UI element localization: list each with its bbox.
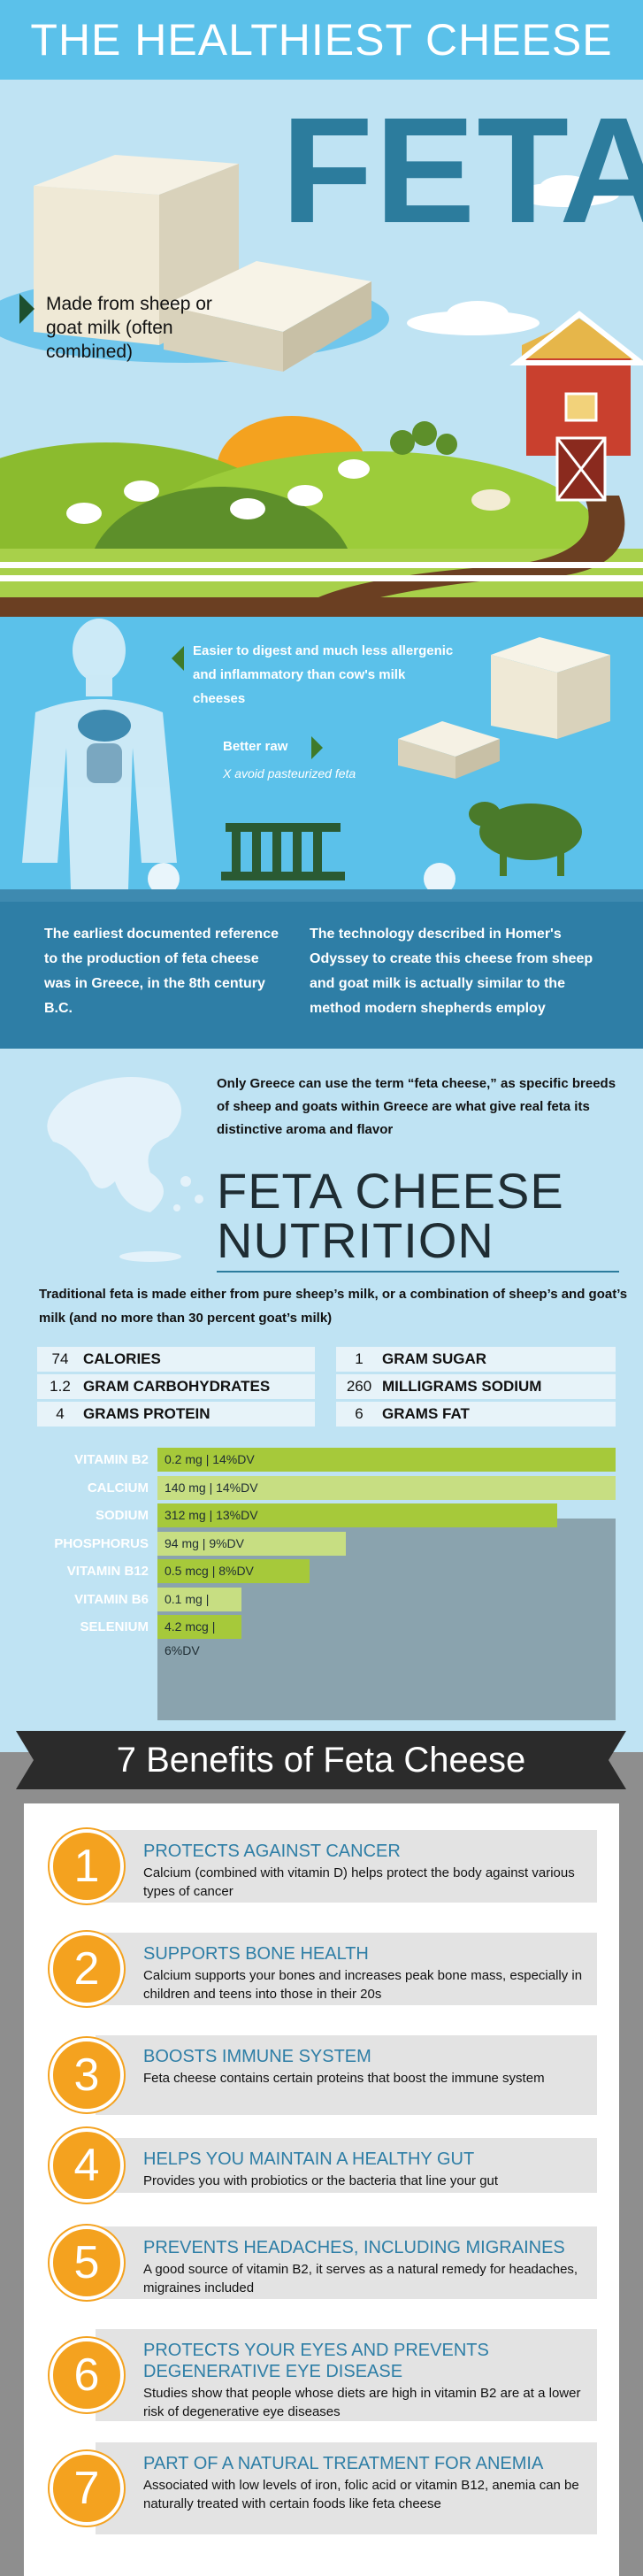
benefit-description: A good source of vitamin B2, it serves a… — [143, 2262, 578, 2295]
benefit-title: BOOSTS IMMUNE SYSTEM — [143, 2047, 371, 2066]
nutrition-fact: 1.2 GRAM CARBOHYDRATES — [37, 1374, 315, 1399]
avoid-pasteurized-text: X avoid pasteurized feta — [223, 766, 356, 780]
feta-heading: FETA — [281, 87, 643, 255]
banner-ribbon — [16, 1731, 626, 1789]
benefit-number-badge: 4 — [50, 2128, 124, 2203]
vitamin-label: VITAMIN B2 — [74, 1452, 149, 1467]
human-body-icon — [22, 619, 177, 889]
benefit-card — [96, 2442, 597, 2534]
vitamin-label: PHOSPHORUS — [54, 1535, 149, 1551]
benefit-title: HELPS YOU MAINTAIN A HEALTHY GUT — [143, 2149, 475, 2169]
benefit-description: Studies show that people whose diets are… — [143, 2386, 581, 2419]
arrow-right-icon — [311, 736, 323, 759]
cheese-block-icon — [398, 721, 500, 757]
benefit-card — [96, 2138, 597, 2193]
fact-value: 1.2 — [50, 1378, 71, 1395]
benefit-title: SUPPORTS BONE HEALTH — [143, 1944, 369, 1964]
benefit-title: PROTECTS YOUR EYES AND PREVENTS DEGENERA… — [143, 2341, 489, 2381]
vitamin-bar: 94 mg | 9%DV — [157, 1531, 346, 1556]
divider — [217, 1271, 619, 1273]
fact-label: GRAM SUGAR — [382, 1350, 487, 1367]
nutrition-fact: 4 GRAMS PROTEIN — [37, 1402, 315, 1426]
benefit-number-badge: 5 — [50, 2226, 124, 2300]
greece-term-text: Only Greece can use the term “feta chees… — [217, 1076, 616, 1137]
cheese-block-icon — [34, 155, 239, 195]
vitamin-label: SELENIUM — [80, 1619, 149, 1634]
benefit-title: PREVENTS HEADACHES, INCLUDING MIGRAINES — [143, 2238, 565, 2257]
benefit-title: PROTECTS AGAINST CANCER — [143, 1842, 401, 1861]
history-section — [0, 902, 643, 1049]
benefit-card — [96, 1830, 597, 1903]
vitamin-bar: 0.1 mg | 6%DV — [157, 1587, 241, 1630]
arrow-right-icon — [19, 294, 34, 324]
nutrition-fact: 6 GRAMS FAT — [336, 1402, 616, 1426]
benefit-number-badge: 2 — [50, 1932, 124, 2006]
fact-value: 4 — [56, 1405, 65, 1422]
history-fact-origin: The earliest documented reference to the… — [44, 927, 279, 1016]
sheep-icon — [66, 503, 102, 524]
vitamin-label: SODIUM — [96, 1508, 149, 1523]
vitamin-bar: 312 mg | 13%DV — [157, 1503, 557, 1527]
nutrition-heading-line2: NUTRITION — [217, 1212, 494, 1268]
benefit-description: Provides you with probiotics or the bact… — [143, 2173, 499, 2188]
fact-value: 260 — [346, 1378, 372, 1395]
fact-value: 1 — [355, 1350, 364, 1367]
vitamin-label: VITAMIN B6 — [74, 1591, 149, 1607]
sheep-silhouette-icon — [469, 802, 582, 876]
benefit-card — [96, 1933, 597, 2005]
benefit-number-badge: 6 — [50, 2338, 124, 2412]
benefit-number-badge: 7 — [50, 2451, 124, 2526]
benefit-card — [96, 2329, 597, 2421]
made-from-text: Made from sheep or goat milk (often comb… — [46, 294, 212, 362]
nutrition-heading-line1: FETA CHEESE — [217, 1163, 564, 1219]
vitamin-label: VITAMIN B12 — [66, 1564, 149, 1579]
better-raw-text: Better raw — [223, 739, 288, 754]
benefit-description: Calcium supports your bones and increase… — [143, 1968, 583, 2002]
greece-map-icon — [47, 1077, 203, 1262]
traditional-feta-text: Traditional feta is made either from pur… — [39, 1287, 628, 1326]
benefit-card — [96, 2226, 597, 2299]
benefits-heading: 7 Benefits of Feta Cheese — [116, 1741, 526, 1780]
benefit-card — [96, 2035, 597, 2115]
benefit-number-badge: 1 — [50, 1829, 124, 1903]
benefit-title: PART OF A NATURAL TREATMENT FOR ANEMIA — [143, 2454, 544, 2473]
fact-value: 74 — [51, 1350, 69, 1367]
benefit-number-badge: 3 — [50, 2038, 124, 2112]
body-illustration — [0, 597, 643, 889]
digestion-text: Easier to digest and much less allergeni… — [193, 643, 454, 706]
nutrition-fact: 260 MILLIGRAMS SODIUM — [336, 1374, 616, 1399]
page-title: THE HEALTHIEST CHEESE — [30, 15, 613, 65]
header-banner: THE HEALTHIEST CHEESE — [0, 0, 643, 80]
nutrition-fact: 1 GRAM SUGAR — [336, 1347, 616, 1372]
vitamin-bar: 4.2 mcg | 6%DV — [157, 1615, 241, 1657]
nutrition-fact: 74 CALORIES — [37, 1347, 315, 1372]
temple-icon — [221, 823, 345, 880]
fact-label: CALORIES — [83, 1350, 161, 1367]
vitamin-bar: 140 mg | 14%DV — [157, 1475, 616, 1500]
farm-illustration — [0, 155, 643, 597]
fact-label: GRAMS FAT — [382, 1405, 470, 1422]
vitamin-bar: 0.2 mg | 14%DV — [157, 1448, 616, 1472]
vitamin-bar: 0.5 mcg | 8%DV — [157, 1559, 310, 1583]
history-fact-odyssey: The technology described in Homer's Odys… — [310, 927, 593, 1016]
fact-label: GRAM CARBOHYDRATES — [83, 1378, 271, 1395]
divider — [0, 889, 643, 902]
benefit-description: Feta cheese contains certain proteins th… — [143, 2071, 545, 2086]
fact-label: MILLIGRAMS SODIUM — [382, 1378, 542, 1395]
benefit-description: Associated with low levels of iron, foli… — [143, 2478, 579, 2511]
hero-section: FETA — [0, 80, 643, 597]
benefit-description: Calcium (combined with vitamin D) helps … — [143, 1865, 575, 1899]
nutrition-heading: FETA CHEESE NUTRITION — [217, 1166, 564, 1265]
fact-label: GRAMS PROTEIN — [83, 1405, 211, 1422]
fact-value: 6 — [355, 1405, 364, 1422]
vitamin-label: CALCIUM — [87, 1480, 149, 1496]
arrow-left-icon — [172, 646, 184, 671]
